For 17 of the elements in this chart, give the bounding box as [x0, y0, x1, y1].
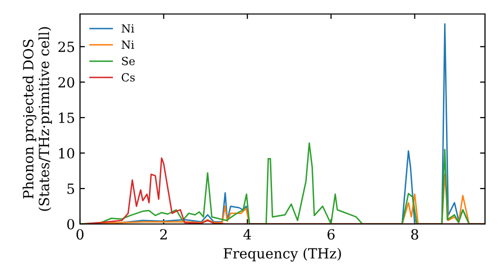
legend-label: Ni: [122, 40, 134, 49]
y-tick-label: 0: [67, 218, 74, 230]
y-tick-label: 10: [59, 148, 74, 159]
y-tick-label: 5: [67, 184, 74, 194]
x-tick-label: 6: [328, 229, 335, 240]
y-tick-label: 25: [58, 42, 74, 52]
x-tick-label: 4: [243, 229, 252, 240]
y-axis-title: Phonon projected DOS (States/THz·primitive cell): [22, 27, 52, 211]
y-tick-label: 20: [58, 77, 74, 88]
x-tick-label: 8: [411, 229, 418, 240]
x-tick-label: 2: [160, 229, 167, 240]
legend-label: Ni: [122, 24, 134, 33]
legend-label: Se: [122, 56, 135, 66]
x-tick-label: 0: [76, 229, 84, 240]
y-tick-label: 15: [59, 112, 74, 124]
x-axis-title: Frequency (THz): [224, 248, 341, 262]
legend-label: Cs: [122, 73, 135, 82]
